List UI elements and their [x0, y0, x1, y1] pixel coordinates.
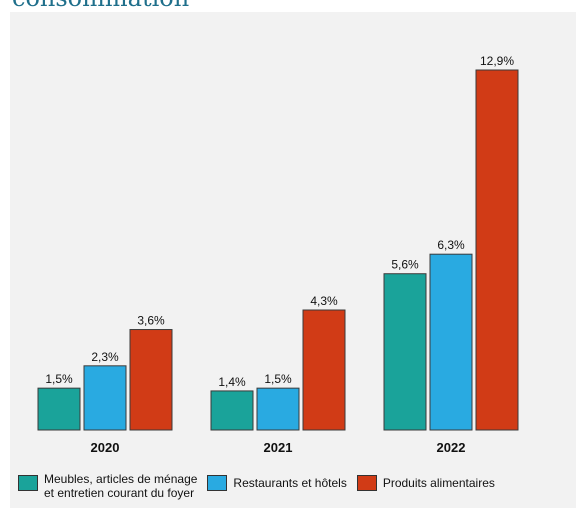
bar-2021-series-0 [210, 390, 254, 431]
data-label-2020-series-2: 3,6% [137, 314, 165, 328]
bar-2020-series-1 [83, 365, 127, 431]
legend-swatch-restaurants [207, 475, 228, 491]
legend-item-restaurants: Restaurants et hôtels [207, 472, 347, 491]
legend-swatch-alimentaires [356, 475, 377, 491]
data-label-2022-series-0: 5,6% [391, 258, 419, 272]
bar-2020-series-0 [37, 387, 81, 431]
legend: Meubles, articles de ménage et entretien… [18, 472, 505, 500]
data-label-2020-series-1: 2,3% [91, 350, 119, 364]
legend-item-alimentaires: Produits alimentaires [356, 472, 495, 491]
legend-label-meubles: Meubles, articles de ménage et entretien… [44, 472, 198, 500]
data-label-2021-series-2: 4,3% [310, 294, 338, 308]
chart-title: consommation [12, 0, 189, 12]
legend-label-restaurants: Restaurants et hôtels [233, 476, 347, 490]
legend-item-meubles: Meubles, articles de ménage et entretien… [18, 472, 197, 500]
legend-label-alimentaires: Produits alimentaires [382, 476, 495, 490]
data-label-2022-series-1: 6,3% [437, 238, 465, 252]
legend-swatch-meubles [18, 475, 38, 491]
data-label-2021-series-1: 1,5% [264, 372, 292, 386]
bar-chart: 1,5% 2,3% 3,6% 2020 1,4% 1,5% 4,3% 2021 5,6% 6,3%… [37, 54, 519, 455]
bar-2022-series-1 [429, 253, 473, 431]
x-tick-label-2020: 2020 [91, 440, 120, 455]
bar-2022-series-2 [475, 69, 519, 431]
data-label-2020-series-0: 1,5% [45, 372, 73, 386]
chart-panel: 1,5% 2,3% 3,6% 2020 1,4% 1,5% 4,3% 2021 5,6% 6,3%… [10, 12, 576, 508]
bar-2021-series-1 [256, 387, 300, 431]
bar-2021-series-2 [302, 309, 346, 431]
data-label-2022-series-2: 12,9% [480, 54, 514, 68]
x-tick-label-2021: 2021 [264, 440, 293, 455]
data-label-2021-series-0: 1,4% [218, 375, 246, 389]
bar-2020-series-2 [129, 329, 173, 431]
bar-2022-series-0 [383, 273, 427, 431]
x-tick-label-2022: 2022 [437, 440, 466, 455]
